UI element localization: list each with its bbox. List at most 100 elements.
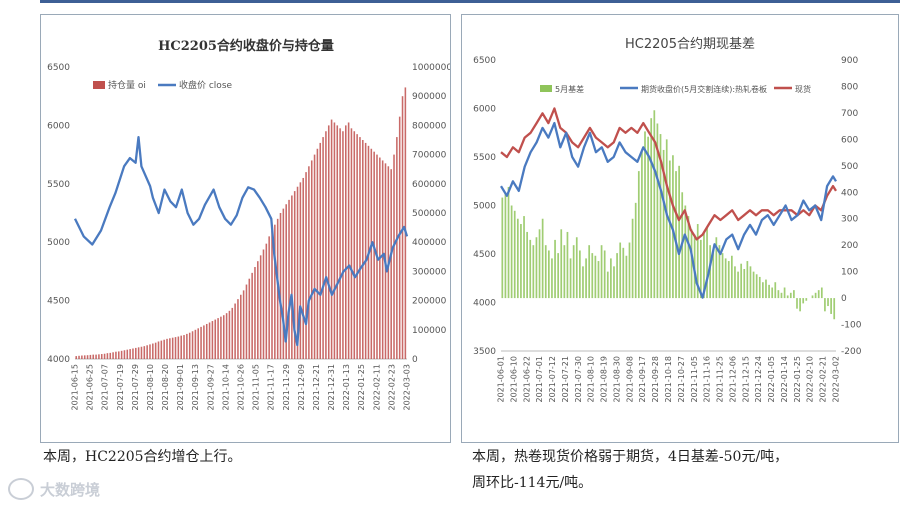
x-tick-label: 2022-01-14	[780, 356, 789, 403]
oi-bar	[180, 335, 182, 359]
oi-bar	[313, 154, 316, 359]
basis-bar	[647, 136, 649, 299]
futures-line	[500, 121, 837, 299]
y-right-tick-label: 100000	[412, 326, 447, 336]
x-tick-label: 2021-06-15	[71, 364, 80, 411]
oi-bar	[285, 204, 287, 359]
oi-bar	[364, 142, 367, 359]
basis-bar	[513, 210, 516, 299]
oi-bar	[103, 353, 106, 359]
basis-bar	[610, 258, 612, 299]
x-tick-label: 2021-12-06	[728, 356, 737, 403]
basis-bar	[690, 229, 693, 299]
oi-bar	[353, 131, 356, 359]
oi-bar	[81, 355, 83, 359]
oi-bar	[322, 137, 324, 359]
right-caption: 本周，热卷现货价格弱于期货，4日基差-50元/吨， 周环比-114元/吨。	[472, 444, 892, 496]
y-right-tick-label: -200	[841, 347, 862, 357]
oi-bar	[203, 325, 205, 359]
basis-bar	[563, 245, 566, 299]
oi-bar	[228, 310, 231, 359]
legend: 持仓量 oi 收盘价 close	[93, 79, 233, 91]
x-tick-label: 2021-09-01	[176, 364, 185, 411]
oi-bar	[404, 87, 407, 359]
basis-bar	[811, 295, 814, 299]
oi-bar	[211, 321, 214, 359]
basis-bar	[672, 155, 674, 299]
basis-bar	[668, 160, 671, 299]
x-tick-label: 2021-10-26	[237, 364, 246, 411]
basis-bar	[805, 298, 808, 301]
x-tick-label: 2022-01-25	[793, 356, 802, 403]
oi-bar	[194, 329, 197, 359]
oi-bar	[254, 267, 256, 359]
x-tick-label: 2022-02-21	[819, 356, 828, 403]
oi-bar	[86, 355, 89, 359]
basis-bar	[675, 171, 677, 299]
basis-bar	[827, 298, 829, 307]
oi-bar	[115, 351, 117, 359]
x-tick-label: 2021-11-17	[267, 364, 276, 411]
x-tick-label: 2022-01-25	[357, 364, 366, 411]
basis-bar	[532, 245, 535, 299]
y-right-tick-label: 0	[841, 294, 847, 304]
y-left-tick-label: 6500	[47, 63, 70, 73]
y-right-tick-label: 1000000	[412, 63, 450, 73]
oi-bar	[336, 125, 339, 360]
oi-bar	[154, 342, 157, 359]
basis-chart: HC2205合约期现基差 5月基差 期货收盘价(5月交割连续):热轧卷板 现货 …	[473, 37, 862, 403]
oi-bar	[109, 352, 112, 359]
oi-bar	[347, 122, 350, 359]
basis-bar	[575, 237, 578, 299]
basis-bar	[786, 295, 789, 299]
basis-bar	[755, 274, 758, 299]
basis-bar	[777, 290, 780, 299]
basis-bar	[659, 134, 662, 299]
oi-bar	[98, 354, 100, 359]
basis-bar	[566, 231, 569, 299]
basis-bar	[783, 287, 786, 299]
basis-bar	[715, 237, 718, 299]
y-right-tick-label: 200000	[412, 297, 447, 307]
x-tick-label: 2021-11-25	[716, 356, 725, 403]
oi-bar	[129, 349, 131, 359]
oi-bar	[123, 350, 126, 359]
x-tick-label: 2021-12-31	[327, 364, 336, 411]
y-right-tick-label: 500	[841, 162, 858, 172]
y-left-tick-label: 4000	[473, 299, 496, 309]
x-tick-label: 2021-12-21	[312, 364, 321, 411]
chart-title: HC2205合约收盘价与持仓量	[158, 38, 334, 54]
basis-bar	[758, 276, 761, 299]
x-tick-label: 2021-06-22	[522, 356, 531, 403]
oi-bar	[248, 278, 251, 359]
basis-bar	[628, 242, 631, 299]
basis-bar	[582, 266, 584, 299]
basis-bar	[752, 271, 755, 299]
oi-bar	[339, 128, 341, 359]
basis-bar	[799, 298, 801, 312]
oi-bar	[257, 261, 259, 359]
oi-bar	[299, 182, 302, 359]
oi-bar	[390, 169, 392, 359]
oi-bar	[174, 337, 177, 359]
x-tick-label: 2021-10-14	[221, 364, 230, 411]
basis-bar	[538, 229, 541, 299]
y-left-tick-label: 3500	[473, 347, 496, 357]
oi-bar	[262, 249, 265, 359]
x-tick-label: 2021-08-30	[613, 356, 622, 403]
basis-bar	[762, 282, 764, 299]
y-right-tick-label: 200	[841, 241, 858, 251]
oi-bar	[345, 125, 347, 360]
x-tick-label: 2022-02-23	[387, 364, 396, 411]
oi-bar	[205, 323, 208, 359]
x-tick-label: 2021-08-19	[600, 356, 609, 403]
basis-bar	[600, 245, 603, 299]
basis-bar	[721, 253, 724, 299]
legend-spot-label: 现货	[795, 84, 811, 94]
basis-bar	[501, 197, 504, 299]
oi-bar	[279, 213, 282, 359]
basis-bar	[641, 149, 643, 299]
basis-bar	[541, 218, 544, 299]
basis-bar	[634, 202, 637, 299]
oi-bar	[288, 199, 290, 359]
